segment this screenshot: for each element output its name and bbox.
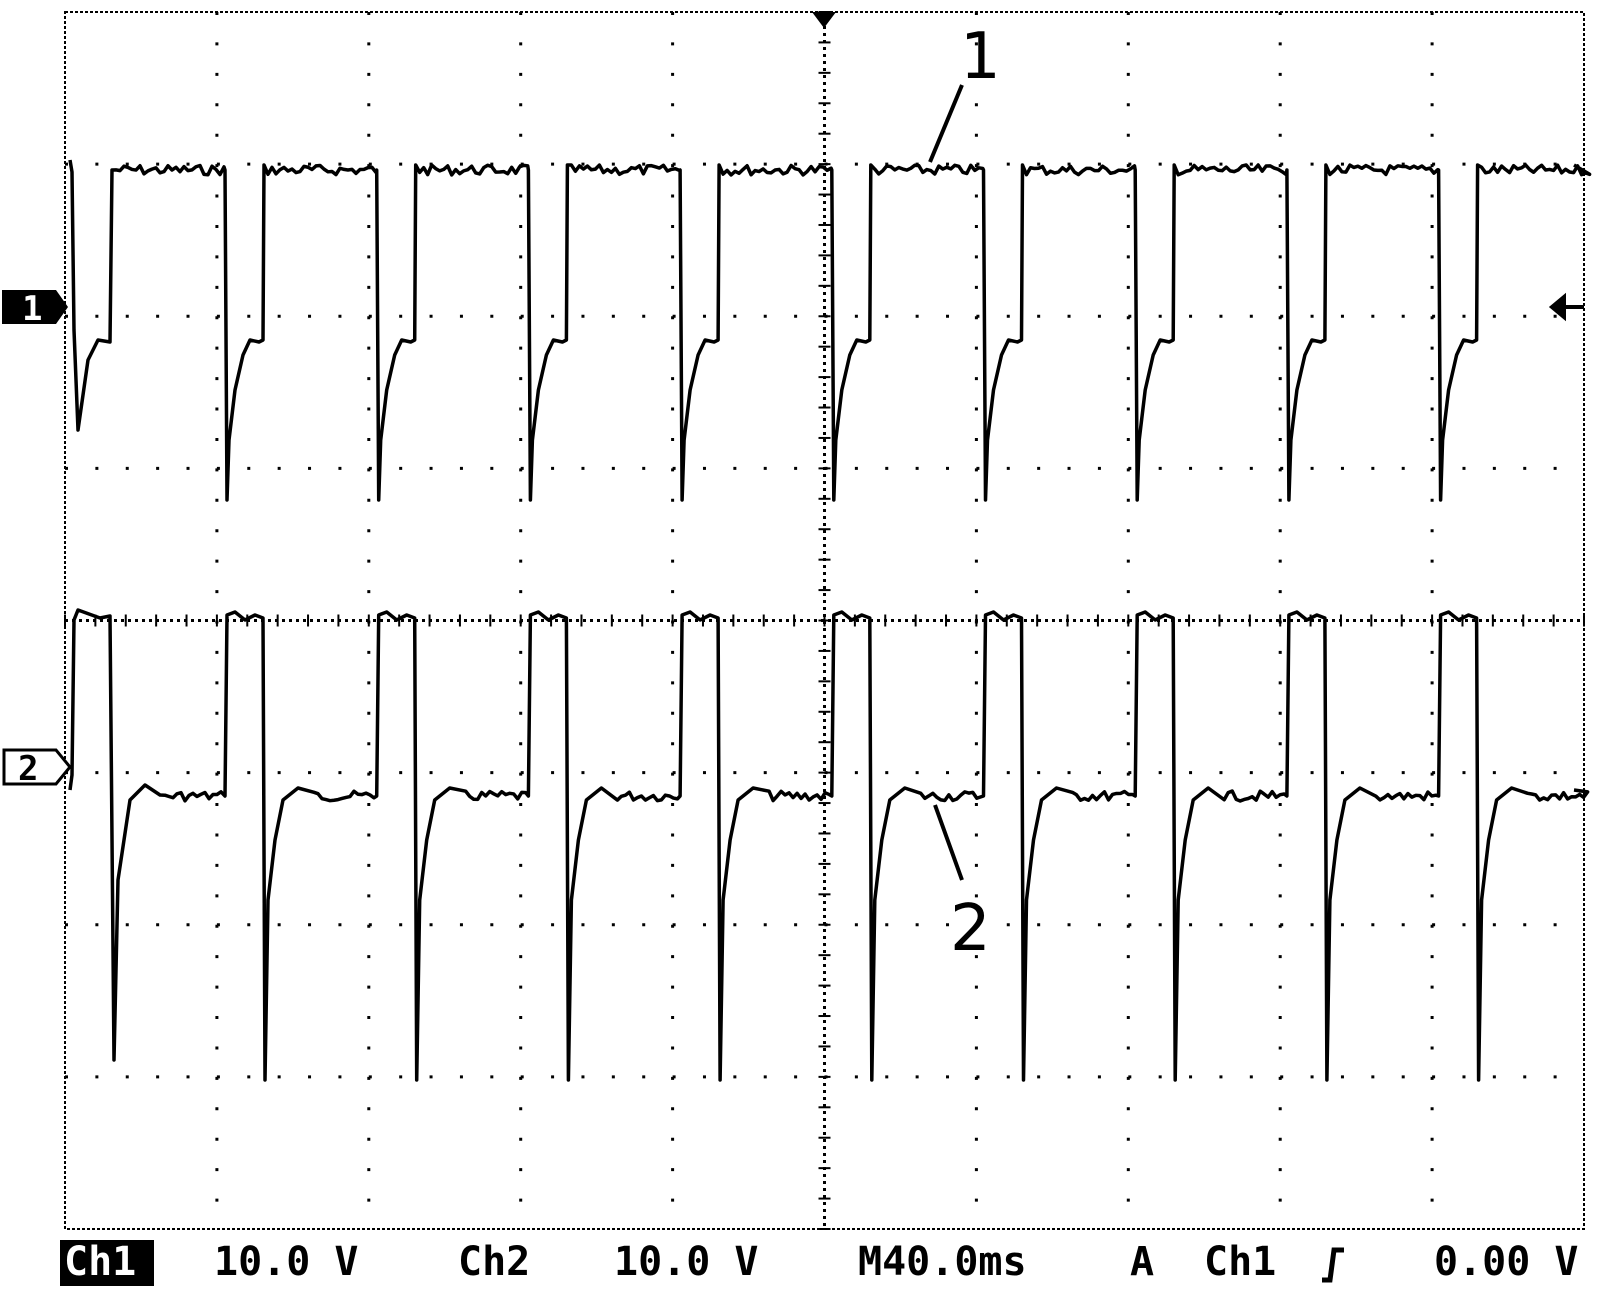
- ch2-scale: 10.0 V: [614, 1239, 759, 1285]
- trigger-position-marker: [812, 12, 836, 28]
- trace-2-leader: [933, 804, 964, 881]
- timebase: M40.0ms: [858, 1239, 1027, 1285]
- trigger-level-marker: [1548, 292, 1584, 322]
- ch2-marker-label: 2: [18, 749, 38, 789]
- ch1-marker-label: 1: [22, 289, 42, 329]
- ch1-highlight: [60, 1240, 154, 1286]
- ch2-marker: 2: [2, 748, 72, 789]
- trace-2-label: 2: [950, 892, 991, 966]
- graticule: [64, 11, 1585, 1230]
- trigger-slope: [1322, 1247, 1344, 1283]
- channel-2-waveform: [68, 608, 1590, 1082]
- waveforms: [68, 159, 1592, 1082]
- channel-1-waveform: [68, 159, 1592, 502]
- trace-1-label: 1: [960, 20, 1001, 94]
- trigger-mode: A: [1130, 1239, 1154, 1285]
- ch2-label: Ch2: [458, 1239, 530, 1285]
- trigger-level: 0.00 V: [1434, 1239, 1579, 1285]
- trace-1-leader: [928, 84, 964, 163]
- ch1-label: Ch1: [64, 1239, 136, 1285]
- ch1-scale: 10.0 V: [214, 1239, 359, 1285]
- trigger-source: Ch1: [1204, 1239, 1276, 1285]
- ch1-marker: 1: [2, 289, 68, 329]
